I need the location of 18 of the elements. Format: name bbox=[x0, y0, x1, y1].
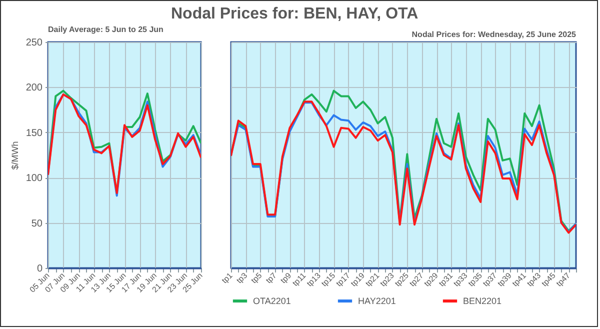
legend-label: HAY2201 bbox=[358, 296, 396, 306]
y-tick-label: 250 bbox=[26, 38, 43, 48]
y-axis-title: $/MWh bbox=[10, 141, 20, 170]
chart-subtitle: Daily Average: 5 Jun to 25 Jun bbox=[48, 25, 164, 34]
chart-title: Nodal Prices for: BEN, HAY, OTA bbox=[170, 5, 419, 22]
y-tick-label: 150 bbox=[26, 128, 43, 139]
chart-subtitle: Nodal Prices for: Wednesday, 25 June 2025 bbox=[412, 30, 577, 39]
y-tick-label: 200 bbox=[26, 82, 43, 94]
y-tick-label: 50 bbox=[31, 218, 43, 230]
legend-label: OTA2201 bbox=[253, 296, 291, 306]
x-tick-label: tp1 bbox=[220, 270, 235, 286]
legend-label: BEN2201 bbox=[463, 296, 502, 306]
y-tick-label: 100 bbox=[26, 173, 43, 184]
y-tick-label: 0 bbox=[36, 264, 43, 274]
x-tick-label: tp9 bbox=[278, 270, 294, 286]
x-tick-label: tp3 bbox=[234, 270, 250, 286]
x-tick-label: tp7 bbox=[264, 270, 279, 286]
x-tick-label: tp5 bbox=[249, 270, 264, 286]
